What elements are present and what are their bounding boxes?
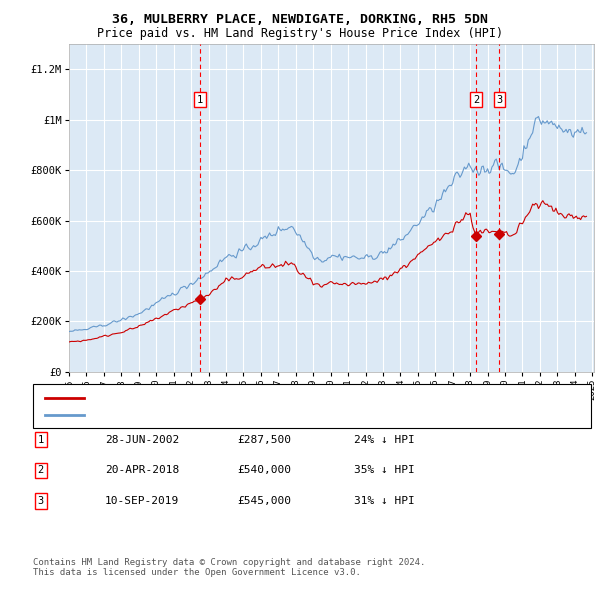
Text: £287,500: £287,500 [237,435,291,444]
Text: 36, MULBERRY PLACE, NEWDIGATE, DORKING, RH5 5DN (detached house): 36, MULBERRY PLACE, NEWDIGATE, DORKING, … [90,393,466,402]
Text: 3: 3 [38,496,44,506]
Text: 10-SEP-2019: 10-SEP-2019 [105,496,179,506]
Text: 36, MULBERRY PLACE, NEWDIGATE, DORKING, RH5 5DN: 36, MULBERRY PLACE, NEWDIGATE, DORKING, … [112,13,488,26]
Text: 35% ↓ HPI: 35% ↓ HPI [354,466,415,475]
Text: 1: 1 [38,435,44,444]
Text: 31% ↓ HPI: 31% ↓ HPI [354,496,415,506]
Text: HPI: Average price, detached house, Mole Valley: HPI: Average price, detached house, Mole… [90,411,366,420]
Text: 28-JUN-2002: 28-JUN-2002 [105,435,179,444]
Text: 2: 2 [38,466,44,475]
Text: 1: 1 [197,94,203,104]
Text: Contains HM Land Registry data © Crown copyright and database right 2024.
This d: Contains HM Land Registry data © Crown c… [33,558,425,577]
Text: 3: 3 [496,94,502,104]
Text: £545,000: £545,000 [237,496,291,506]
Text: Price paid vs. HM Land Registry's House Price Index (HPI): Price paid vs. HM Land Registry's House … [97,27,503,40]
Text: £540,000: £540,000 [237,466,291,475]
Text: 24% ↓ HPI: 24% ↓ HPI [354,435,415,444]
Text: 20-APR-2018: 20-APR-2018 [105,466,179,475]
Text: 2: 2 [473,94,479,104]
